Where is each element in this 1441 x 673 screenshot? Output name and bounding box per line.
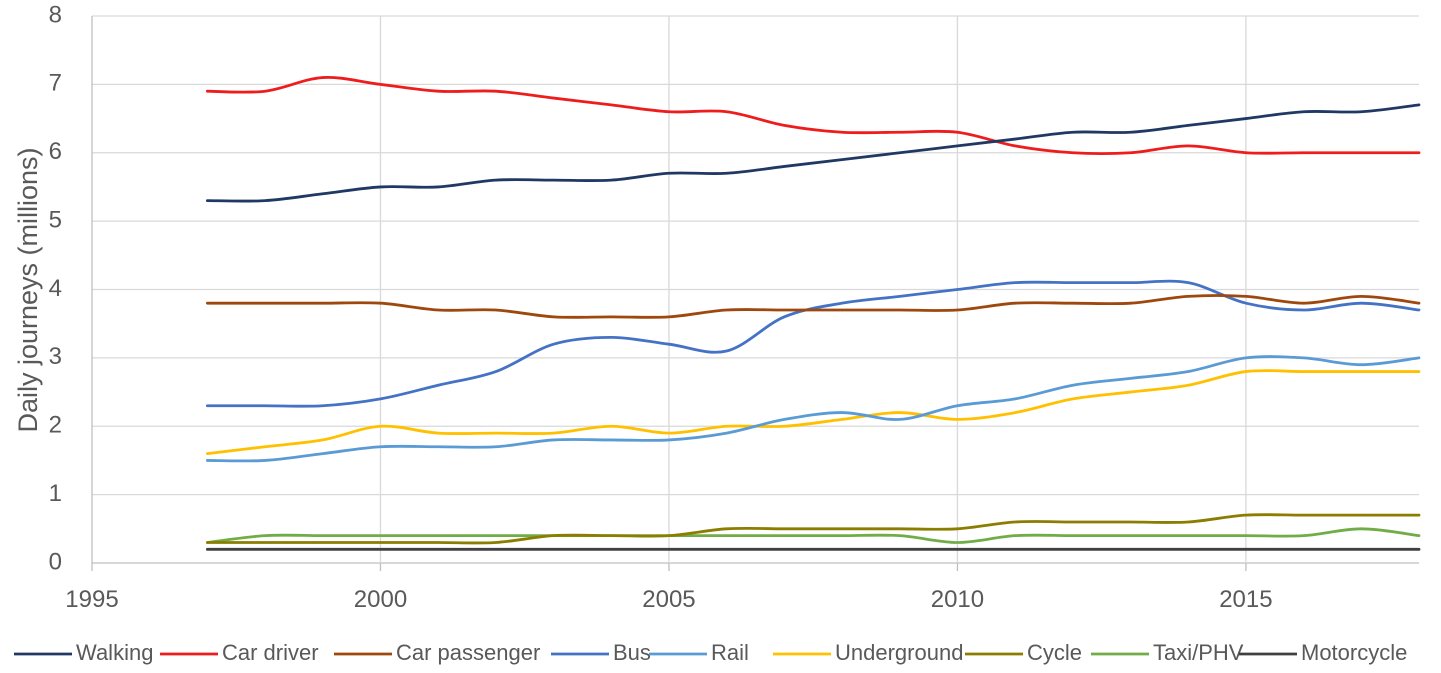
y-tick-label: 6 [49, 138, 62, 165]
legend-label: Car driver [222, 640, 319, 665]
x-tick-label: 2015 [1219, 586, 1272, 613]
x-tick-label: 2000 [354, 586, 407, 613]
series-line-taxi-phv [205, 527, 1421, 544]
y-axis-title: Daily journeys (millions) [13, 147, 43, 432]
gridlines [91, 15, 1419, 571]
y-tick-label: 3 [49, 343, 62, 370]
legend-item-bus: Bus [551, 640, 651, 665]
legend-label: Bus [613, 640, 651, 665]
series-line-bus [205, 279, 1421, 408]
legend-item-taxi-phv: Taxi/PHV [1091, 640, 1244, 665]
legend-item-motorcycle: Motorcycle [1239, 640, 1407, 665]
y-tick-label: 1 [49, 480, 62, 507]
y-tick-label: 5 [49, 206, 62, 233]
series-line-car-passenger [205, 294, 1421, 319]
y-tick-label: 2 [49, 412, 62, 439]
series-line-cycle [205, 513, 1421, 545]
y-tick-label: 0 [49, 548, 62, 575]
legend-label: Cycle [1027, 640, 1082, 665]
legend-item-car-driver: Car driver [160, 640, 319, 665]
y-tick-label: 4 [49, 275, 62, 302]
x-tick-label: 2010 [931, 586, 984, 613]
legend-label: Taxi/PHV [1153, 640, 1244, 665]
legend-item-rail: Rail [649, 640, 749, 665]
series-lines [205, 76, 1421, 551]
legend-item-walking: Walking [14, 640, 153, 665]
series-line-underground [205, 369, 1421, 455]
y-tick-label: 7 [49, 70, 62, 97]
legend-label: Rail [711, 640, 749, 665]
legend-item-cycle: Cycle [965, 640, 1082, 665]
y-tick-labels: 0 1 2 3 4 5 6 7 8 [49, 1, 62, 575]
series-line-car-driver [205, 76, 1421, 156]
x-tick-label: 1995 [65, 586, 118, 613]
x-tick-label: 2005 [642, 586, 695, 613]
series-line-walking [205, 103, 1421, 203]
x-tick-labels: 1995 2000 2005 2010 2015 [65, 586, 1272, 613]
y-tick-label: 8 [49, 1, 62, 28]
legend-label: Motorcycle [1301, 640, 1407, 665]
legend: Walking Car driver Car passenger Bus Rail Und… [14, 640, 1407, 665]
legend-item-car-passenger: Car passenger [334, 640, 540, 665]
series-line-rail [205, 355, 1421, 463]
legend-label: Car passenger [396, 640, 540, 665]
legend-item-underground: Underground [773, 640, 963, 665]
legend-label: Underground [835, 640, 963, 665]
legend-label: Walking [76, 640, 153, 665]
